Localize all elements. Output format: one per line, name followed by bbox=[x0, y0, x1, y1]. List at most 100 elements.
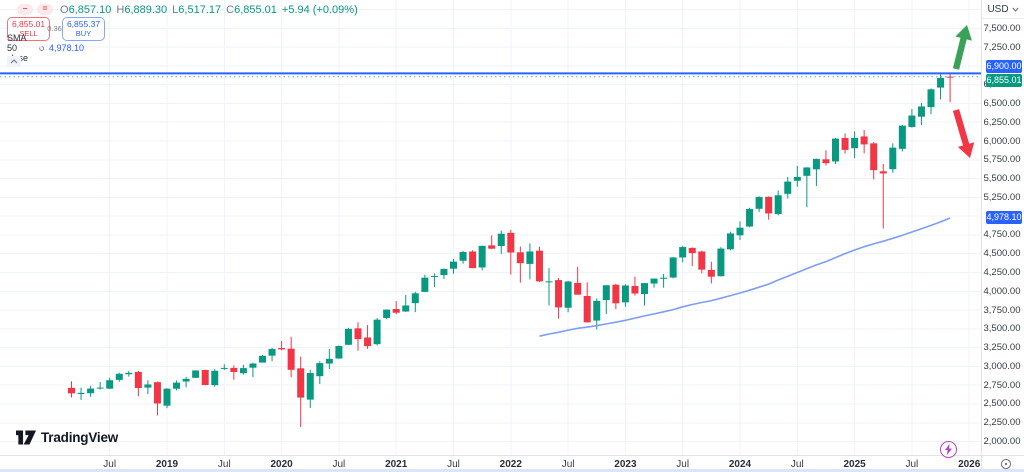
last-price-badge: 6,855.01 bbox=[986, 73, 1022, 87]
candle-body bbox=[278, 348, 286, 350]
candle-body bbox=[373, 319, 381, 345]
time-axis-separator bbox=[0, 455, 1024, 456]
currency-label: USD bbox=[987, 3, 1009, 15]
sma-50-line[interactable] bbox=[539, 217, 951, 337]
candle-body bbox=[898, 125, 906, 149]
time-axis[interactable]: Jul 2019 Jul 2020 Jul 2021 Jul 2022 Jul 2023 Jul 20… bbox=[0, 456, 981, 472]
time-tick-label: 2026 bbox=[958, 459, 981, 470]
time-tick-label: Jul bbox=[103, 459, 117, 470]
price-tick-label: 5,500.00 bbox=[983, 173, 1021, 185]
tradingview-logo[interactable]: TradingView bbox=[16, 430, 118, 445]
candle-body bbox=[583, 296, 591, 323]
legend-pill-equals-icon[interactable]: = bbox=[37, 4, 53, 15]
candle-body bbox=[765, 196, 773, 214]
candle-body bbox=[851, 137, 859, 149]
price-tick-label: 2,000.00 bbox=[983, 436, 1021, 448]
price-tick-label: 6,250.00 bbox=[983, 116, 1021, 128]
sma-label-badge: 4,978.10 bbox=[986, 211, 1022, 225]
candle-body bbox=[249, 363, 257, 368]
candle-body bbox=[621, 285, 629, 303]
open-label: O bbox=[60, 4, 69, 16]
candle-body bbox=[650, 278, 658, 284]
candle-body bbox=[822, 159, 830, 164]
currency-dropdown[interactable]: USD bbox=[982, 0, 1024, 19]
chevron-down-icon bbox=[1011, 7, 1019, 12]
sell-button[interactable]: 6,855.01 SELL bbox=[7, 17, 50, 41]
price-tick-label: 3,750.00 bbox=[983, 304, 1021, 316]
candle-body bbox=[316, 363, 324, 377]
close-label: C bbox=[226, 4, 235, 16]
candle-body bbox=[688, 247, 696, 254]
buy-button[interactable]: 6,855.37 BUY bbox=[62, 17, 105, 41]
candle-body bbox=[535, 250, 543, 282]
candle-body bbox=[564, 281, 572, 308]
candle-body bbox=[402, 305, 410, 312]
legend-pill-minus-icon[interactable]: – bbox=[17, 4, 33, 15]
candle-body bbox=[679, 247, 687, 258]
sell-price: 6,855.01 bbox=[11, 19, 46, 29]
line-label-badge: 6,900.00 bbox=[986, 59, 1022, 73]
candle-body bbox=[927, 89, 935, 108]
candle-body bbox=[239, 368, 247, 374]
time-tick-label: 2020 bbox=[270, 459, 293, 470]
collapse-legend-button[interactable] bbox=[7, 56, 21, 67]
price-tick-label: 3,000.00 bbox=[983, 360, 1021, 372]
candle-body bbox=[593, 300, 601, 321]
close-value: 6,855.01 bbox=[234, 4, 277, 16]
candle-body bbox=[641, 283, 648, 295]
candle-body bbox=[201, 370, 209, 386]
candle-body bbox=[115, 373, 123, 380]
candle-body bbox=[669, 257, 677, 278]
time-axis-settings-button[interactable] bbox=[999, 457, 1013, 470]
chevron-up-icon bbox=[10, 59, 18, 64]
candle-body bbox=[87, 388, 95, 394]
candle-body bbox=[106, 380, 114, 389]
candle-body bbox=[736, 227, 744, 236]
candle-body bbox=[774, 195, 782, 214]
change-value: +5.94 (+0.09%) bbox=[281, 4, 358, 16]
candle-body bbox=[153, 382, 161, 404]
candle-body bbox=[755, 197, 763, 209]
indicator-loading-icon bbox=[39, 45, 44, 51]
watermark-text: TradingView bbox=[41, 430, 119, 445]
price-axis[interactable]: USD 7,500.007,250.006,750.006,500.006,25… bbox=[982, 0, 1024, 455]
candlestick-chart[interactable] bbox=[0, 0, 981, 455]
time-tick-label: Jul bbox=[217, 459, 231, 470]
arrow-down-drawing[interactable] bbox=[952, 109, 975, 158]
candle-body bbox=[134, 371, 142, 389]
candle-body bbox=[516, 252, 524, 264]
candle-body bbox=[507, 232, 515, 253]
candle-body bbox=[440, 268, 448, 276]
candle-body bbox=[421, 277, 429, 292]
price-tick-label: 5,250.00 bbox=[983, 191, 1021, 203]
buy-label: BUY bbox=[75, 29, 92, 38]
time-tick-label: Jul bbox=[332, 459, 346, 470]
price-tick-label: 6,000.00 bbox=[983, 135, 1021, 147]
price-tick-label: 2,500.00 bbox=[983, 398, 1021, 410]
indicator-value: 4,978.10 bbox=[49, 43, 85, 53]
arrow-up-drawing[interactable] bbox=[952, 25, 972, 70]
candle-body bbox=[612, 284, 620, 304]
instant-trading-button[interactable] bbox=[940, 441, 957, 458]
candle-body bbox=[488, 245, 496, 249]
high-value: 6,889.30 bbox=[124, 4, 168, 16]
time-tick-label: Jul bbox=[790, 459, 804, 470]
time-tick-label: Jul bbox=[447, 459, 460, 470]
indicator-legend-row[interactable]: SMA 50 close 4,978.10 bbox=[7, 33, 85, 63]
lightning-bolt-icon bbox=[945, 444, 952, 455]
candle-body bbox=[526, 251, 534, 264]
candle-body bbox=[220, 367, 228, 369]
ohlc-readout: O6,857.10 H6,889.30 L6,517.17 C6,855.01 +5.9… bbox=[60, 4, 358, 16]
price-tick-label: 3,250.00 bbox=[983, 342, 1021, 354]
candle-body bbox=[268, 349, 276, 356]
price-tick-label: 3,500.00 bbox=[983, 323, 1021, 335]
buy-price: 6,855.37 bbox=[66, 19, 101, 29]
candle-body bbox=[545, 281, 553, 283]
time-tick-label: Jul bbox=[676, 459, 690, 470]
price-tick-label: 7,500.00 bbox=[983, 22, 1021, 34]
time-tick-label: 2021 bbox=[385, 459, 408, 470]
candle-body bbox=[660, 277, 668, 279]
candle-body bbox=[717, 248, 725, 277]
candle-body bbox=[230, 367, 238, 372]
